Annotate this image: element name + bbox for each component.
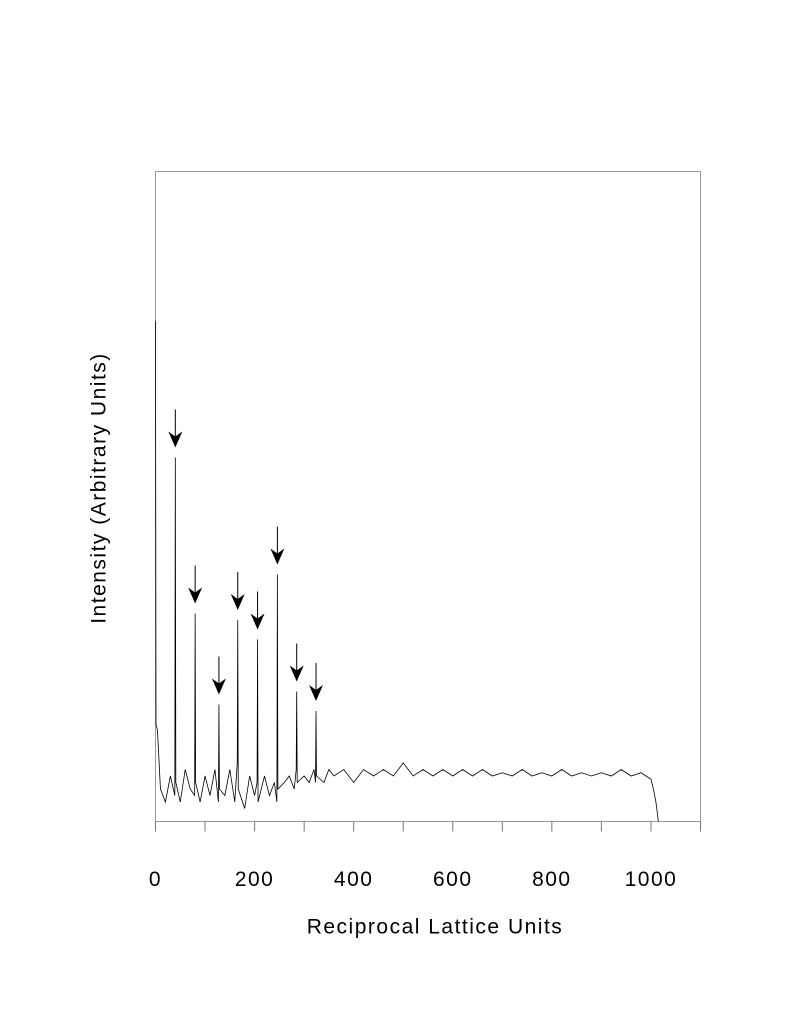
x-tick-label: 1000 — [625, 868, 678, 891]
arrow-head — [270, 548, 285, 565]
peak-arrow — [250, 591, 265, 630]
x-tick-label: 200 — [235, 868, 275, 891]
data-line — [155, 320, 659, 822]
arrow-head — [211, 678, 226, 695]
x-tick-label: 400 — [334, 868, 374, 891]
peak-arrow — [289, 643, 304, 682]
peak-arrow — [230, 572, 245, 610]
x-tick-label: 800 — [532, 868, 572, 891]
arrow-head — [289, 665, 304, 682]
x-tick-label: 600 — [433, 868, 473, 891]
arrow-head — [188, 587, 203, 604]
peak-arrow — [188, 565, 203, 604]
peak-arrow — [211, 656, 226, 695]
x-axis-label: Reciprocal Lattice Units — [307, 916, 564, 939]
peak-arrow — [270, 526, 285, 565]
peak-arrow — [168, 409, 183, 448]
x-tick-label: 0 — [149, 868, 162, 891]
arrow-head — [309, 685, 324, 701]
y-axis-label: Intensity (Arbitrary Units) — [88, 352, 111, 624]
arrow-head — [250, 613, 265, 630]
peak-arrow — [309, 663, 324, 701]
arrow-head — [230, 594, 245, 610]
arrow-head — [168, 431, 183, 448]
